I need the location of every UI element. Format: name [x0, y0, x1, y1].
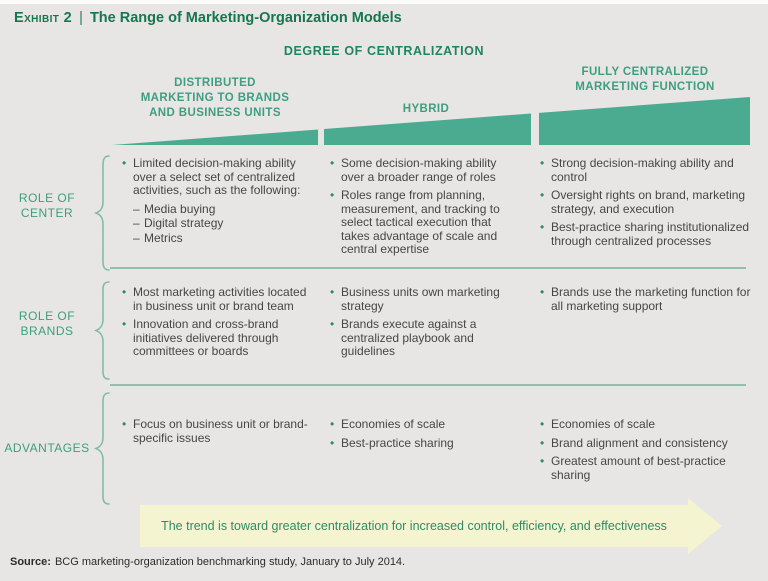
bullet-icon: •	[540, 435, 545, 450]
row-separator	[110, 267, 746, 269]
list-item: • Strong decision-making ability and con…	[540, 156, 754, 184]
cell-brands-centralized: • Brands use the marketing function for …	[540, 285, 754, 318]
list-item: • Brand alignment and consistency	[540, 435, 754, 451]
list-item: • Economies of scale	[540, 417, 754, 432]
title-text: The Range of Marketing-Organization Mode…	[89, 10, 402, 26]
cell-advantages-hybrid: • Economies of scale • Best-practice sha…	[330, 417, 522, 455]
brace-icon	[93, 281, 110, 380]
bullet-icon: •	[330, 417, 335, 431]
trend-arrow-icon	[140, 498, 722, 554]
bullet-text: Focus on business unit or brand-specific…	[133, 417, 308, 445]
exhibit-number: Exhibit 2	[14, 10, 73, 26]
sub-list-item: – Media buying	[133, 201, 318, 217]
list-item: • Greatest amount of best-practice shari…	[540, 454, 754, 482]
wedge-segment-2	[324, 113, 531, 145]
list-item: • Limited decision-making ability over a…	[122, 156, 318, 198]
bullet-icon: •	[540, 454, 545, 468]
bullet-text: Brand alignment and consistency	[551, 435, 728, 450]
bullet-icon: •	[540, 285, 545, 299]
bullet-icon: •	[540, 188, 545, 202]
column-header-hybrid: HYBRID	[402, 103, 450, 115]
bullet-icon: •	[540, 156, 545, 170]
bullet-text: Best-practice sharing	[341, 435, 454, 450]
bullet-icon: •	[122, 156, 127, 170]
trend-arrow-label: The trend is toward greater centralizati…	[161, 519, 667, 533]
wedge-segment-3	[539, 97, 750, 145]
brace-icon	[93, 155, 110, 271]
exhibit-title: Exhibit 2 | The Range of Marketing-Organiz…	[14, 10, 402, 26]
row-label-advantages: ADVANTAGES	[4, 441, 90, 455]
column-header-distributed: DISTRIBUTED MARKETING TO BRANDS AND BUSI…	[140, 77, 290, 119]
axis-title: DEGREE OF CENTRALIZATION	[283, 44, 485, 58]
bullet-icon: •	[330, 285, 335, 299]
cell-advantages-centralized: • Economies of scale • Brand alignment a…	[540, 417, 754, 487]
bullet-text: Some decision-making ability over a broa…	[341, 156, 497, 184]
cell-center-distributed: • Limited decision-making ability over a…	[122, 156, 318, 246]
source-label: Source:	[10, 556, 51, 568]
list-item: • Brands use the marketing function for …	[540, 285, 754, 313]
bullet-icon: •	[330, 156, 335, 170]
list-item: • Most marketing activities located in b…	[122, 285, 318, 313]
bullet-icon: •	[540, 417, 545, 431]
centralization-wedge-icon	[112, 97, 750, 145]
list-item: • Focus on business unit or brand-specif…	[122, 417, 318, 445]
list-item: • Roles range from planning, measurement…	[330, 188, 522, 257]
bullet-text: Brands execute against a centralized pla…	[341, 317, 477, 358]
bullet-text: Innovation and cross-brand initiatives d…	[133, 317, 279, 358]
bullet-icon: •	[122, 285, 127, 299]
row-label-role-of-center: ROLE OF CENTER	[18, 191, 76, 220]
bullet-text: Best-practice sharing institutionalized …	[551, 220, 750, 248]
sub-item-text: Media buying	[144, 201, 216, 216]
bullet-text: Strong decision-making ability and contr…	[551, 156, 734, 184]
source-text: BCG marketing-organization benchmarking …	[54, 556, 406, 568]
list-item: • Innovation and cross-brand initiatives…	[122, 317, 318, 359]
bullet-icon: •	[122, 417, 127, 431]
dash-icon: –	[133, 216, 140, 230]
source-note: Source: BCG marketing-organization benchm…	[10, 556, 405, 568]
bullet-icon: •	[330, 435, 335, 450]
wedge-segment-1	[112, 129, 318, 145]
sub-item-text: Metrics	[144, 230, 183, 245]
list-item: • Some decision-making ability over a br…	[330, 156, 522, 184]
cell-brands-hybrid: • Business units own marketing strategy …	[330, 285, 522, 364]
row-label-role-of-brands: ROLE OF BRANDS	[18, 309, 76, 338]
brace-icon	[93, 392, 110, 505]
list-item: • Economies of scale	[330, 417, 522, 432]
bullet-icon: •	[540, 220, 545, 234]
title-divider: |	[79, 10, 83, 26]
dash-icon: –	[133, 201, 140, 216]
sub-item-text: Digital strategy	[144, 216, 224, 230]
bullet-text: Greatest amount of best-practice sharing	[551, 454, 726, 482]
bullet-icon: •	[330, 317, 335, 331]
top-strip	[0, 0, 768, 4]
list-item: • Oversight rights on brand, marketing s…	[540, 188, 754, 216]
cell-advantages-distributed: • Focus on business unit or brand-specif…	[122, 417, 318, 450]
cell-center-centralized: • Strong decision-making ability and con…	[540, 156, 754, 253]
row-separator	[110, 384, 746, 386]
cell-center-hybrid: • Some decision-making ability over a br…	[330, 156, 522, 262]
list-item: • Best-practice sharing	[330, 435, 522, 451]
cell-brands-distributed: • Most marketing activities located in b…	[122, 285, 318, 364]
bullet-text: Economies of scale	[551, 417, 656, 431]
sub-list-item: – Metrics	[133, 230, 318, 246]
dash-icon: –	[133, 230, 140, 245]
list-item: • Best-practice sharing institutionalize…	[540, 220, 754, 248]
bullet-text: Economies of scale	[341, 417, 446, 431]
bullet-text: Brands use the marketing function for al…	[551, 285, 751, 313]
bullet-icon: •	[330, 188, 335, 202]
list-item: • Brands execute against a centralized p…	[330, 317, 522, 359]
list-item: • Business units own marketing strategy	[330, 285, 522, 313]
bullet-text: Business units own marketing strategy	[341, 285, 500, 313]
bullet-text: Roles range from planning, measurement, …	[341, 188, 500, 256]
bullet-icon: •	[122, 317, 127, 331]
bullet-text: Limited decision-making ability over a s…	[133, 156, 301, 197]
column-header-fully-centralized: FULLY CENTRALIZED MARKETING FUNCTION	[575, 66, 715, 93]
sub-list-item: – Digital strategy	[133, 216, 318, 231]
bullet-text: Oversight rights on brand, marketing str…	[551, 188, 746, 216]
bullet-text: Most marketing activities located in bus…	[133, 285, 307, 313]
